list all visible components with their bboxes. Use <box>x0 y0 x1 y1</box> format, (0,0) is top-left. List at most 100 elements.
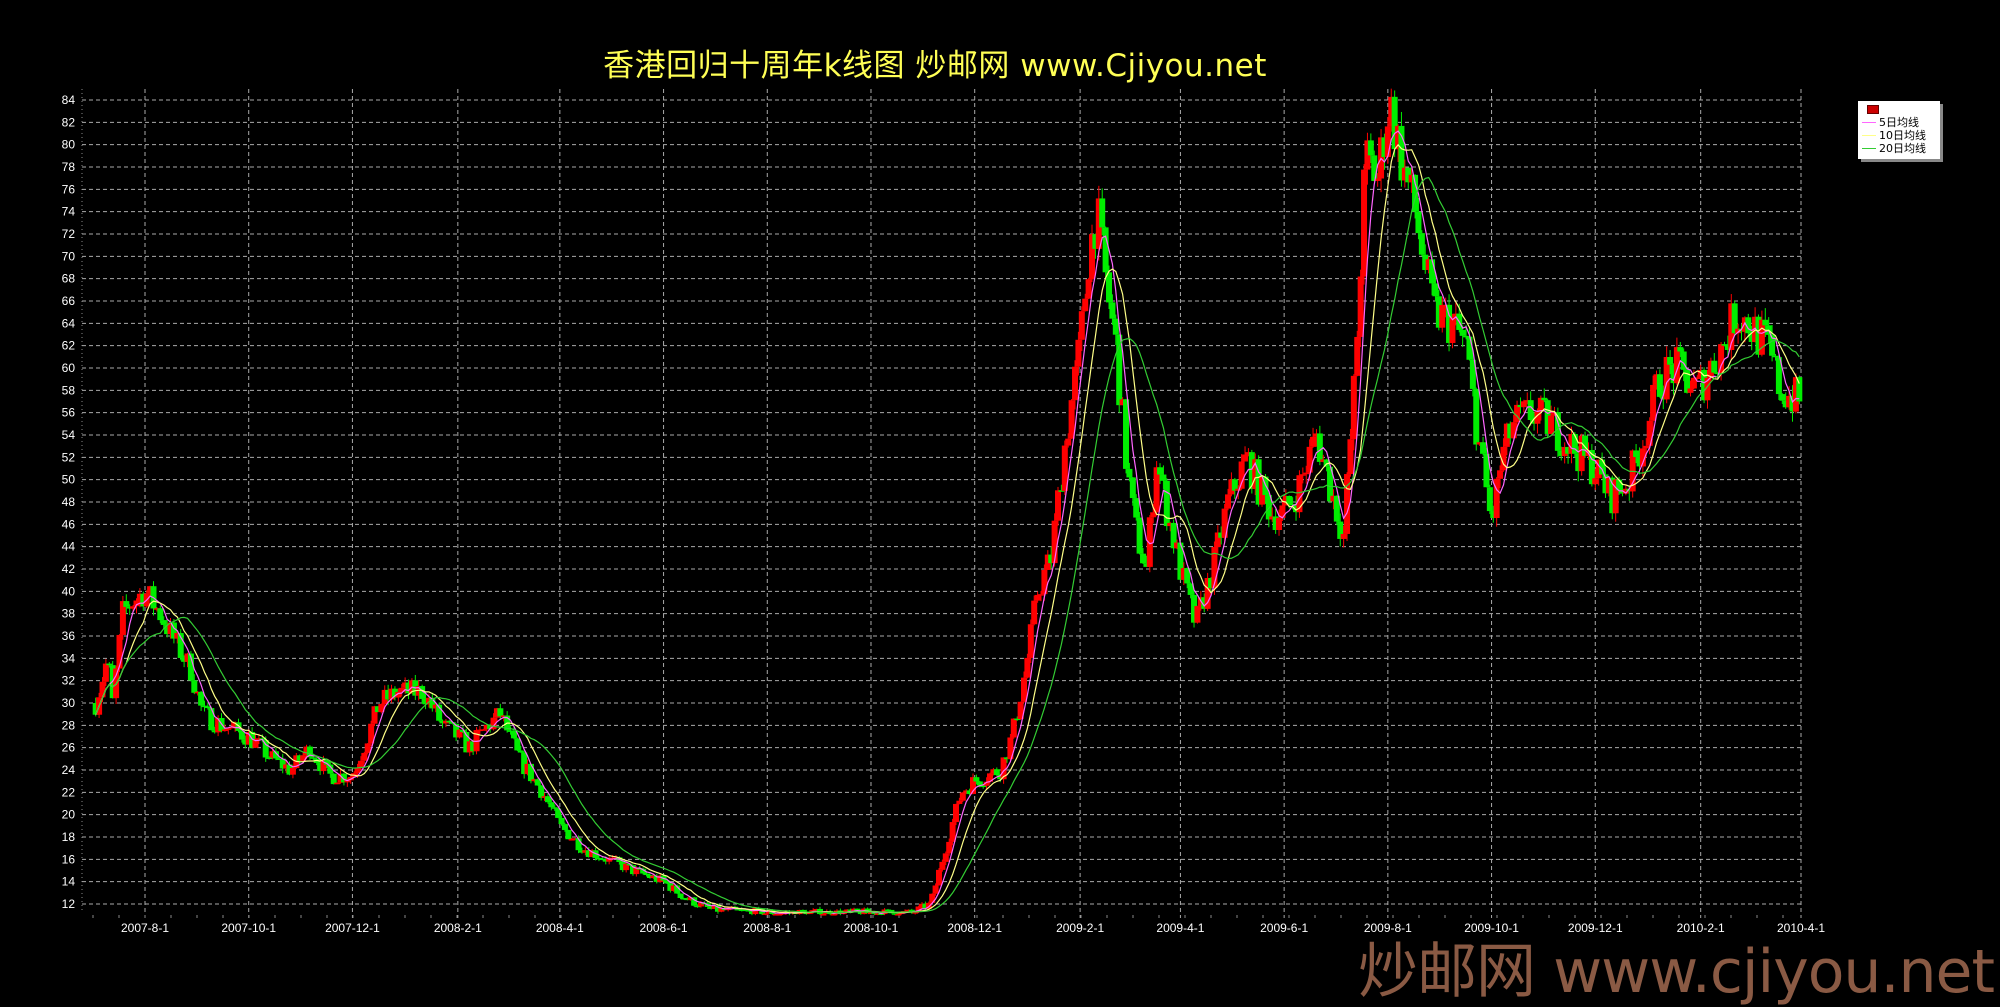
legend-label: 5日均线 <box>1879 116 1919 129</box>
candle-up <box>130 606 137 609</box>
candle-down <box>708 906 715 909</box>
candle-down <box>1609 477 1616 514</box>
candle-down <box>1112 318 1119 335</box>
candle-up <box>1119 399 1126 406</box>
candle-down <box>391 688 398 698</box>
y-tick-label: 84 <box>62 93 76 107</box>
candle-down <box>640 868 647 874</box>
candle-down <box>575 838 582 851</box>
candle-down <box>517 750 524 753</box>
x-tick-label: 2009-12-1 <box>1568 921 1623 935</box>
candle-up <box>820 914 827 916</box>
candle-down <box>674 885 681 894</box>
candle-up <box>102 663 109 682</box>
candle-down <box>1554 412 1561 451</box>
candle-down <box>1483 453 1490 488</box>
x-tick-label: 2007-10-1 <box>221 921 276 935</box>
candle-up <box>946 841 953 854</box>
legend-label: 20日均线 <box>1879 142 1926 155</box>
candle-up <box>1310 436 1317 447</box>
candle-up <box>354 767 361 774</box>
candle-down <box>1405 167 1412 183</box>
candle-up <box>776 914 783 916</box>
candle-up <box>850 908 857 912</box>
y-tick-label: 72 <box>62 227 76 241</box>
candle-up <box>1687 388 1694 393</box>
candle-up <box>1595 459 1602 479</box>
candle-up <box>364 743 371 753</box>
candle-down <box>1289 503 1296 506</box>
candle-up <box>949 822 956 842</box>
candle-down <box>1463 335 1470 338</box>
y-tick-label: 58 <box>62 383 76 397</box>
candle-up <box>368 723 375 744</box>
legend-item-ma20: 20日均线 <box>1862 142 1940 155</box>
candle-up <box>194 691 201 694</box>
candle-up <box>289 768 296 775</box>
candle-up <box>320 760 327 772</box>
y-tick-label: 26 <box>62 741 76 755</box>
candle-down <box>884 909 891 912</box>
candle-down <box>871 912 878 915</box>
candle-down <box>691 897 698 906</box>
x-tick-label: 2007-12-1 <box>325 921 380 935</box>
ma20-line-icon <box>1862 148 1876 149</box>
candle-down <box>663 880 670 884</box>
candle-down <box>1327 466 1334 502</box>
candle-down <box>538 785 545 798</box>
candle-down <box>459 729 466 732</box>
candle-down <box>181 657 188 662</box>
candle-down <box>470 741 477 752</box>
candle-up <box>844 909 851 912</box>
candle-down <box>1381 137 1388 158</box>
candle-down <box>857 911 864 915</box>
candle-down <box>738 909 745 912</box>
candle-up <box>1707 360 1714 378</box>
candle-up <box>582 850 589 853</box>
candle-up <box>1078 311 1085 340</box>
candle-up <box>1537 397 1544 412</box>
candle-down <box>684 898 691 901</box>
candle-down <box>1527 400 1534 420</box>
candle-down <box>1177 542 1184 580</box>
candle-up <box>300 755 307 761</box>
candle-up <box>1388 96 1395 127</box>
candle-down <box>306 746 313 758</box>
x-tick-label: 2008-12-1 <box>947 921 1002 935</box>
candle-up <box>1330 495 1337 502</box>
candle-up <box>442 720 449 724</box>
candle-down <box>619 861 626 871</box>
candle-up <box>1694 377 1701 379</box>
candle-up <box>1065 438 1072 446</box>
candle-up <box>1786 395 1793 408</box>
candle-down <box>272 751 279 759</box>
candle-up <box>633 868 640 875</box>
y-tick-label: 56 <box>62 406 76 420</box>
candle-down <box>1469 359 1476 389</box>
candle-up <box>874 913 881 915</box>
candle-up <box>473 730 480 752</box>
candle-down <box>1789 395 1796 412</box>
candle-down <box>1636 456 1643 467</box>
candle-down <box>1660 396 1667 400</box>
candle-up <box>1306 446 1313 473</box>
candle-down <box>1738 328 1745 332</box>
candle-up <box>589 850 596 857</box>
candle-up <box>1384 126 1391 158</box>
candle-up <box>925 902 932 909</box>
candle-down <box>561 824 568 830</box>
candle-up <box>541 796 548 798</box>
y-tick-label: 14 <box>62 875 76 889</box>
candle-up <box>697 902 704 907</box>
candle-down <box>1473 388 1480 445</box>
candle-down <box>735 908 742 911</box>
y-tick-label: 34 <box>62 651 76 665</box>
candle-down <box>1507 423 1514 439</box>
candle-down <box>1157 467 1164 475</box>
candle-down <box>1446 304 1453 343</box>
candle-down <box>242 739 249 745</box>
candle-down <box>419 686 426 699</box>
candle-up <box>568 839 575 841</box>
candle-down <box>235 722 242 731</box>
y-tick-label: 18 <box>62 830 76 844</box>
